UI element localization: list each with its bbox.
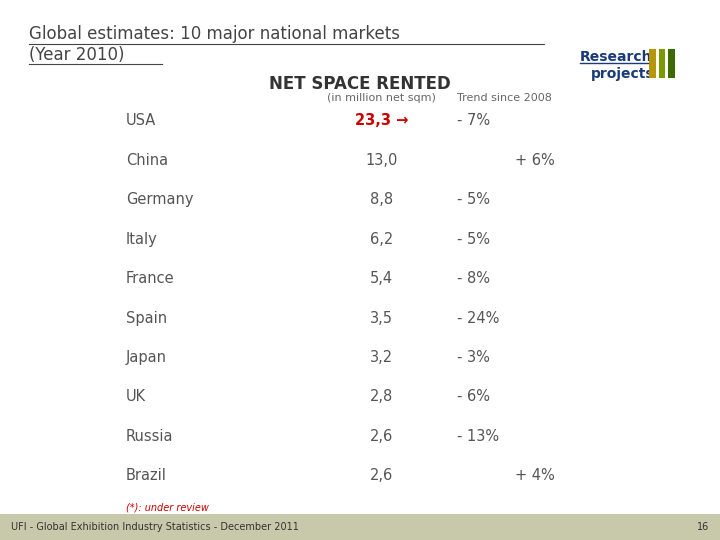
Text: - 6%: - 6% <box>457 389 490 404</box>
Text: (*): under review: (*): under review <box>126 502 209 512</box>
Text: 2,6: 2,6 <box>370 429 393 444</box>
Text: Russia: Russia <box>126 429 174 444</box>
Text: (Year 2010): (Year 2010) <box>29 46 125 64</box>
Text: Germany: Germany <box>126 192 194 207</box>
Text: NET SPACE RENTED: NET SPACE RENTED <box>269 75 451 93</box>
Text: 16: 16 <box>697 522 709 532</box>
Text: + 4%: + 4% <box>515 468 554 483</box>
Text: projects: projects <box>590 67 654 81</box>
Text: - 7%: - 7% <box>457 113 490 129</box>
Text: 8,8: 8,8 <box>370 192 393 207</box>
Text: 3,2: 3,2 <box>370 350 393 365</box>
Text: Trend since 2008: Trend since 2008 <box>456 93 552 103</box>
Text: Research: Research <box>580 50 652 64</box>
Text: Global estimates: 10 major national markets: Global estimates: 10 major national mark… <box>29 25 400 43</box>
Text: France: France <box>126 271 175 286</box>
Text: 2,6: 2,6 <box>370 468 393 483</box>
Text: USA: USA <box>126 113 156 129</box>
Text: 2,8: 2,8 <box>370 389 393 404</box>
Text: - 3%: - 3% <box>457 350 490 365</box>
Text: UFI - Global Exhibition Industry Statistics - December 2011: UFI - Global Exhibition Industry Statist… <box>11 522 299 532</box>
Text: - 24%: - 24% <box>457 310 500 326</box>
Text: - 5%: - 5% <box>457 232 490 247</box>
Text: China: China <box>126 153 168 168</box>
Text: (in million net sqm): (in million net sqm) <box>327 93 436 103</box>
Text: Japan: Japan <box>126 350 167 365</box>
Text: 13,0: 13,0 <box>366 153 397 168</box>
Text: 23,3 →: 23,3 → <box>355 113 408 129</box>
Text: + 6%: + 6% <box>515 153 554 168</box>
Text: - 8%: - 8% <box>457 271 490 286</box>
Text: - 5%: - 5% <box>457 192 490 207</box>
Text: 6,2: 6,2 <box>370 232 393 247</box>
Text: 5,4: 5,4 <box>370 271 393 286</box>
Text: UK: UK <box>126 389 146 404</box>
Text: Spain: Spain <box>126 310 167 326</box>
Text: - 13%: - 13% <box>457 429 500 444</box>
Text: Italy: Italy <box>126 232 158 247</box>
Text: 3,5: 3,5 <box>370 310 393 326</box>
Text: Brazil: Brazil <box>126 468 167 483</box>
